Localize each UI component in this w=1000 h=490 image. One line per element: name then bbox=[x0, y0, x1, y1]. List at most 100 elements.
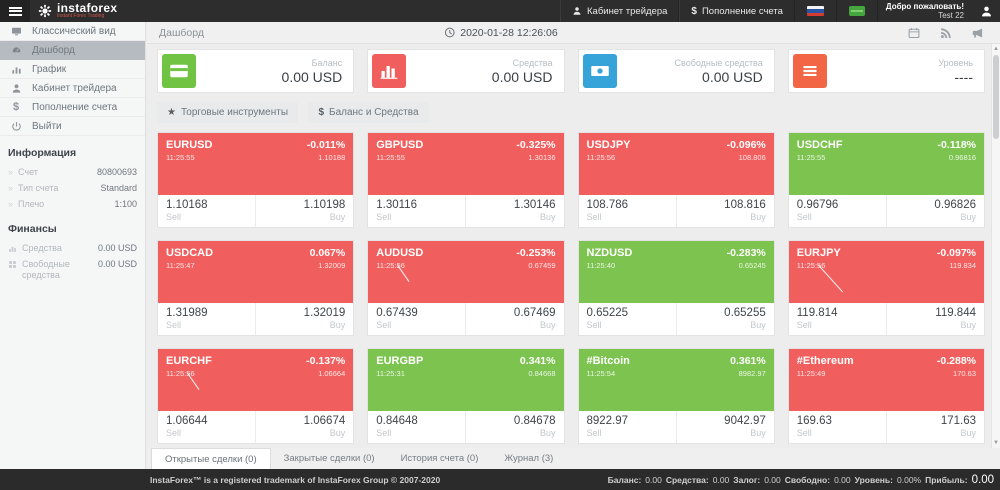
tab-account-history[interactable]: История счета (0) bbox=[400, 453, 479, 464]
payment-card-button[interactable] bbox=[837, 0, 878, 22]
header-trader-cabinet-button[interactable]: Кабинет трейдера bbox=[560, 0, 680, 22]
quote-panel[interactable]: USDJPY 11:25:56 -0.096% 108.806 bbox=[578, 133, 774, 195]
hamburger-icon bbox=[8, 6, 22, 16]
sidebar-item-logout[interactable]: Выйти bbox=[0, 117, 145, 136]
tile-usdcad: USDCAD 11:25:47 0.067% 1.32009 1.31989 Sel… bbox=[157, 240, 355, 336]
user-avatar[interactable] bbox=[972, 0, 1000, 22]
instrument-symbol: EURUSD bbox=[166, 139, 213, 151]
tile-eurusd: EURUSD 11:25:55 -0.011% 1.10188 1.10168 Se… bbox=[157, 132, 355, 228]
instrument-symbol: GBPUSD bbox=[376, 139, 424, 151]
balance-label: Баланс bbox=[311, 57, 343, 68]
sell-button[interactable]: 0.67439 Sell bbox=[368, 303, 467, 335]
server-datetime: 2020-01-28 12:26:06 bbox=[444, 27, 558, 39]
stat-profit: 0.00 bbox=[971, 473, 994, 486]
sidebar-toggle-button[interactable] bbox=[0, 0, 30, 22]
sidebar-item-classic-view[interactable]: Классический вид bbox=[0, 22, 145, 41]
sell-button[interactable]: 1.06644 Sell bbox=[158, 411, 257, 443]
calendar-icon[interactable] bbox=[908, 27, 920, 39]
sell-button[interactable]: 169.63 Sell bbox=[789, 411, 887, 443]
level-value: ---- bbox=[954, 68, 973, 85]
sell-button[interactable]: 108.786 Sell bbox=[579, 195, 677, 227]
tile-eurchf: EURCHF 11:25:56 -0.137% 1.06664 1.06644 Se… bbox=[157, 348, 355, 444]
buy-button[interactable]: 119.844 Buy bbox=[935, 307, 976, 330]
quote-panel[interactable]: USDCHF 11:25:55 -0.118% 0.96816 bbox=[788, 133, 984, 195]
free-margin-card: Свободные средства 0.00 USD bbox=[577, 49, 775, 93]
sell-button[interactable]: 0.65225 Sell bbox=[579, 303, 677, 335]
quote-panel[interactable]: NZDUSD 11:25:40 -0.283% 0.65245 bbox=[578, 241, 774, 303]
quote-panel[interactable]: AUDUSD 11:25:56 -0.253% 0.67459 bbox=[368, 241, 564, 303]
chevron-right-icon: » bbox=[8, 166, 14, 177]
sidebar-item-deposit[interactable]: $ Пополнение счета bbox=[0, 98, 145, 117]
credit-card-icon bbox=[162, 54, 196, 88]
list-icon bbox=[792, 54, 827, 88]
breadcrumb: Дашборд bbox=[159, 26, 204, 39]
tab-journal[interactable]: Журнал (3) bbox=[504, 453, 554, 464]
quote-time: 11:25:55 bbox=[796, 153, 826, 162]
buy-button[interactable]: 1.06674 Buy bbox=[303, 415, 346, 438]
buy-button[interactable]: 9042.97 Buy bbox=[724, 415, 766, 438]
last-price: 0.67459 bbox=[528, 261, 556, 270]
chevron-right-icon: » bbox=[8, 182, 14, 193]
sell-button[interactable]: 8922.97 Sell bbox=[579, 411, 677, 443]
trading-instruments-button[interactable]: ★ Торговые инструменты bbox=[157, 102, 298, 123]
tab-open-trades[interactable]: Открытые сделки (0) bbox=[151, 448, 271, 469]
buy-button[interactable]: 1.10198 Buy bbox=[303, 199, 346, 222]
instaforex-logo[interactable]: instaforex Instant Forex Trading bbox=[30, 0, 125, 22]
monitor-icon bbox=[8, 26, 24, 37]
megaphone-icon[interactable] bbox=[972, 27, 984, 39]
buy-button[interactable]: 0.67469 Buy bbox=[513, 307, 556, 330]
tab-closed-trades[interactable]: Закрытые сделки (0) bbox=[283, 453, 375, 464]
quote-time: 11:25:49 bbox=[796, 369, 826, 378]
info-row-account-type: » Тип счета Standard bbox=[8, 182, 137, 193]
balance-funds-button[interactable]: $ Баланс и Средства bbox=[308, 102, 429, 123]
scrollbar-thumb[interactable] bbox=[993, 55, 999, 139]
change-percent: 0.361% bbox=[730, 355, 766, 367]
sell-button[interactable]: 1.30116 Sell bbox=[368, 195, 467, 227]
account-stats: Баланс: 0.00 Средства: 0.00 Залог: 0.00 Сво… bbox=[607, 473, 994, 486]
sidebar-item-chart[interactable]: График bbox=[0, 60, 145, 79]
buy-button[interactable]: 0.84678 Buy bbox=[513, 415, 556, 438]
quote-panel[interactable]: EURJPY 11:25:56 -0.097% 119.834 bbox=[788, 241, 984, 303]
last-price: 1.30136 bbox=[528, 153, 556, 162]
power-icon bbox=[8, 121, 24, 132]
quote-panel[interactable]: #Ethereum 11:25:49 -0.288% 170.63 bbox=[788, 349, 984, 411]
info-row-leverage: » Плечо 1:100 bbox=[8, 198, 137, 209]
quote-panel[interactable]: #Bitcoin 11:25:54 0.361% 8982.97 bbox=[578, 349, 774, 411]
sell-button[interactable]: 1.31989 Sell bbox=[158, 303, 257, 335]
sidebar-item-dashboard[interactable]: Дашборд bbox=[0, 41, 145, 60]
scroll-up-arrow[interactable]: ▲ bbox=[993, 46, 999, 52]
rss-icon[interactable] bbox=[940, 27, 952, 39]
buy-button[interactable]: 1.32019 Buy bbox=[303, 307, 346, 330]
instruments-grid: EURUSD 11:25:55 -0.011% 1.10188 1.10168 Se… bbox=[157, 132, 985, 444]
buy-button[interactable]: 0.65255 Buy bbox=[724, 307, 766, 330]
bar-chart-icon bbox=[372, 54, 407, 88]
free-margin-label: Свободные средства bbox=[674, 57, 763, 68]
buy-button[interactable]: 1.30146 Buy bbox=[513, 199, 556, 222]
quote-time: 11:25:40 bbox=[586, 261, 616, 270]
equity-label: Средства bbox=[512, 57, 553, 68]
sell-button[interactable]: 0.84648 Sell bbox=[368, 411, 467, 443]
buy-button[interactable]: 0.96826 Buy bbox=[934, 199, 976, 222]
scroll-down-arrow[interactable]: ▼ bbox=[993, 440, 999, 446]
bar-chart-icon bbox=[8, 64, 24, 75]
sidebar-item-trader-cabinet[interactable]: Кабинет трейдера bbox=[0, 79, 145, 98]
buy-button[interactable]: 171.63 Buy bbox=[940, 415, 976, 438]
quote-panel[interactable]: GBPUSD 11:25:55 -0.325% 1.30136 bbox=[368, 133, 564, 195]
quote-panel[interactable]: USDCAD 11:25:47 0.067% 1.32009 bbox=[158, 241, 354, 303]
russian-flag-icon bbox=[806, 6, 824, 16]
quote-panel[interactable]: EURCHF 11:25:56 -0.137% 1.06664 bbox=[158, 349, 354, 411]
change-percent: -0.253% bbox=[516, 247, 556, 259]
card-icon bbox=[848, 6, 865, 16]
header-deposit-button[interactable]: $ Пополнение счета bbox=[679, 0, 795, 22]
last-price: 108.806 bbox=[738, 153, 766, 162]
sell-button[interactable]: 0.96796 Sell bbox=[789, 195, 887, 227]
sell-button[interactable]: 1.10168 Sell bbox=[158, 195, 257, 227]
quote-panel[interactable]: EURGBP 11:25:31 0.341% 0.84668 bbox=[368, 349, 564, 411]
tile-eurjpy: EURJPY 11:25:56 -0.097% 119.834 119.814 Se… bbox=[787, 240, 985, 336]
buy-button[interactable]: 108.816 Buy bbox=[724, 199, 766, 222]
language-selector[interactable] bbox=[795, 0, 837, 22]
dashboard-icon bbox=[8, 45, 24, 56]
sell-button[interactable]: 119.814 Sell bbox=[789, 303, 887, 335]
quote-panel[interactable]: EURUSD 11:25:55 -0.011% 1.10188 bbox=[158, 133, 354, 195]
